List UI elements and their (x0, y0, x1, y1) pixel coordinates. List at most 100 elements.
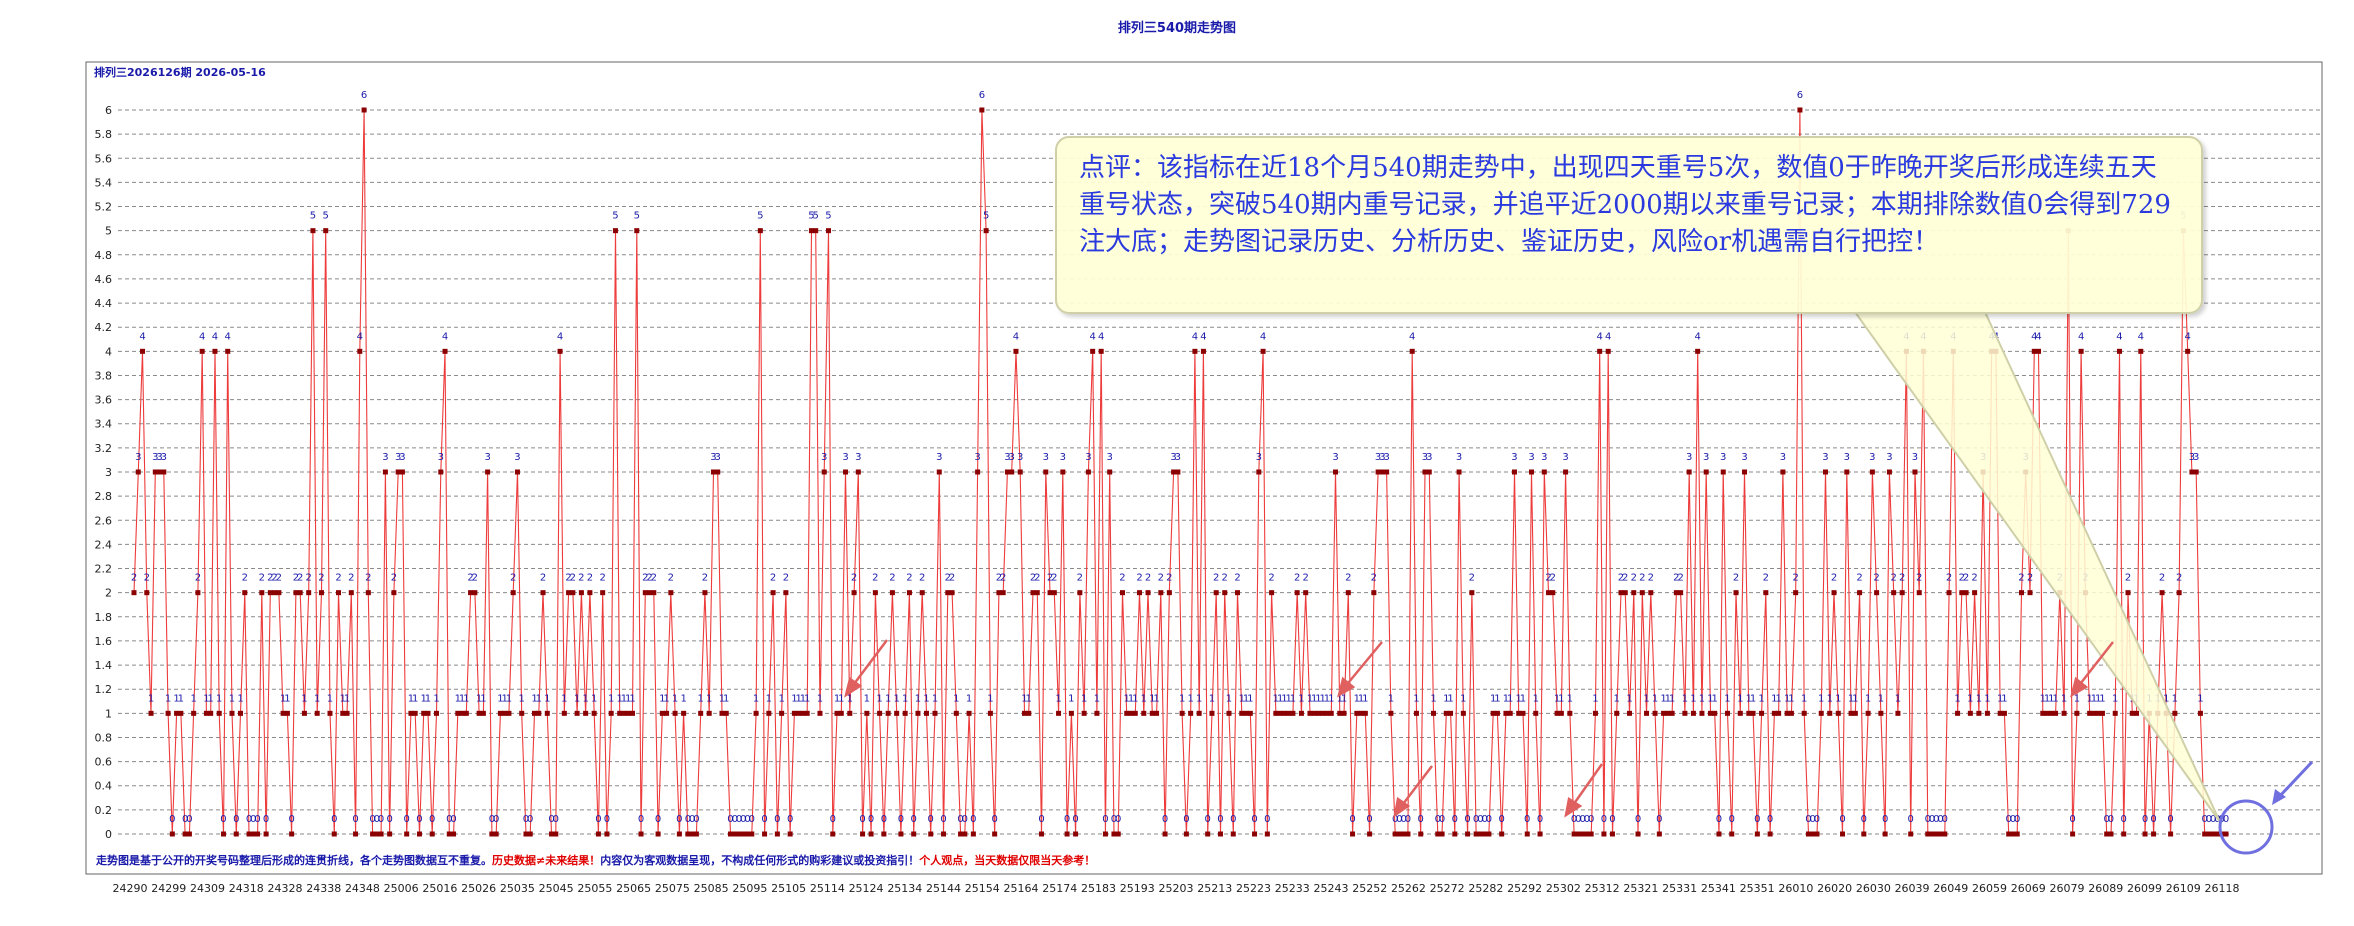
data-label: 0 (744, 814, 750, 825)
x-tick-label: 26079 (2050, 882, 2085, 895)
data-label: 0 (911, 814, 917, 825)
data-label: 1 (1516, 693, 1522, 704)
data-label: 3 (1541, 452, 1547, 463)
data-point (685, 831, 691, 837)
data-point (1754, 831, 1760, 837)
data-point (1068, 710, 1074, 716)
data-label: 1 (1460, 693, 1466, 704)
data-point (438, 469, 444, 475)
data-point (1699, 710, 1705, 716)
data-label: 0 (1571, 814, 1577, 825)
data-point (1098, 348, 1104, 354)
data-label: 3 (1422, 452, 1428, 463)
data-point (225, 348, 231, 354)
data-label: 0 (928, 814, 934, 825)
data-label: 1 (561, 693, 567, 704)
data-label: 3 (438, 452, 444, 463)
data-point (463, 710, 469, 716)
data-point (1644, 710, 1650, 716)
data-label: 0 (898, 814, 904, 825)
data-point (936, 469, 942, 475)
data-label: 0 (553, 814, 559, 825)
data-label: 1 (1354, 693, 1360, 704)
data-label: 0 (1464, 814, 1470, 825)
data-label: 0 (1264, 814, 1270, 825)
data-point (1609, 831, 1615, 837)
data-point (374, 831, 380, 837)
x-tick-label: 25351 (1740, 882, 1775, 895)
data-label: 2 (1166, 573, 1172, 584)
data-point (698, 710, 704, 716)
data-label: 0 (378, 814, 384, 825)
data-point (574, 710, 580, 716)
x-tick-label: 25035 (500, 882, 535, 895)
data-label: 1 (706, 693, 712, 704)
data-label: 2 (906, 573, 912, 584)
data-point (1154, 710, 1160, 716)
data-point (791, 710, 797, 716)
data-label: 3 (1256, 452, 1262, 463)
data-label: 3 (1780, 452, 1786, 463)
data-label: 0 (1439, 814, 1445, 825)
data-label: 0 (1814, 814, 1820, 825)
y-tick-label: 2.4 (95, 538, 113, 551)
x-tick-label: 25252 (1352, 882, 1387, 895)
data-label: 2 (770, 573, 776, 584)
data-point (327, 710, 333, 716)
data-label: 0 (1400, 814, 1406, 825)
data-point (140, 348, 146, 354)
data-point (348, 590, 354, 596)
data-label: 2 (668, 573, 674, 584)
data-label: 0 (186, 814, 192, 825)
data-point (1188, 710, 1194, 716)
data-point (259, 590, 265, 596)
data-label: 0 (676, 814, 682, 825)
x-tick-label: 26069 (2011, 882, 2046, 895)
data-label: 1 (1273, 693, 1279, 704)
data-point (1661, 710, 1667, 716)
x-tick-label: 25312 (1585, 882, 1620, 895)
data-label: 1 (544, 693, 550, 704)
data-label: 2 (1618, 573, 1624, 584)
data-label: 1 (1277, 693, 1283, 704)
data-label: 2 (2176, 573, 2182, 584)
data-point (1298, 710, 1304, 716)
data-point (941, 831, 947, 837)
data-point (1695, 348, 1701, 354)
data-point (233, 831, 239, 837)
data-label: 2 (293, 573, 299, 584)
x-tick-label: 26039 (1895, 882, 1930, 895)
data-point (889, 590, 895, 596)
data-point (2121, 831, 2127, 837)
data-label: 1 (932, 693, 938, 704)
data-point (1405, 831, 1411, 837)
highlight-arrow (2276, 760, 2314, 800)
data-label: 4 (1089, 331, 1095, 342)
data-point (1814, 831, 1820, 837)
data-label: 0 (1473, 814, 1479, 825)
data-point (2142, 831, 2148, 837)
y-tick-label: 0.8 (95, 731, 113, 744)
data-label: 1 (344, 693, 350, 704)
x-tick-label: 25341 (1701, 882, 1736, 895)
data-point (1639, 590, 1645, 596)
data-point (975, 469, 981, 475)
data-label: 2 (1631, 573, 1637, 584)
data-label: 1 (178, 693, 184, 704)
data-point (595, 831, 601, 837)
data-label: 1 (1660, 693, 1666, 704)
data-point (1060, 469, 1066, 475)
x-tick-label: 26109 (2166, 882, 2201, 895)
data-point (2078, 348, 2084, 354)
data-label: 3 (1456, 452, 1462, 463)
data-point (1277, 710, 1283, 716)
data-point (1222, 590, 1228, 596)
data-point (289, 831, 295, 837)
data-point (1367, 831, 1373, 837)
data-label: 4 (557, 331, 563, 342)
data-point (1056, 710, 1062, 716)
data-point (638, 831, 644, 837)
data-label: 3 (382, 452, 388, 463)
data-label: 2 (578, 573, 584, 584)
data-label: 1 (800, 693, 806, 704)
